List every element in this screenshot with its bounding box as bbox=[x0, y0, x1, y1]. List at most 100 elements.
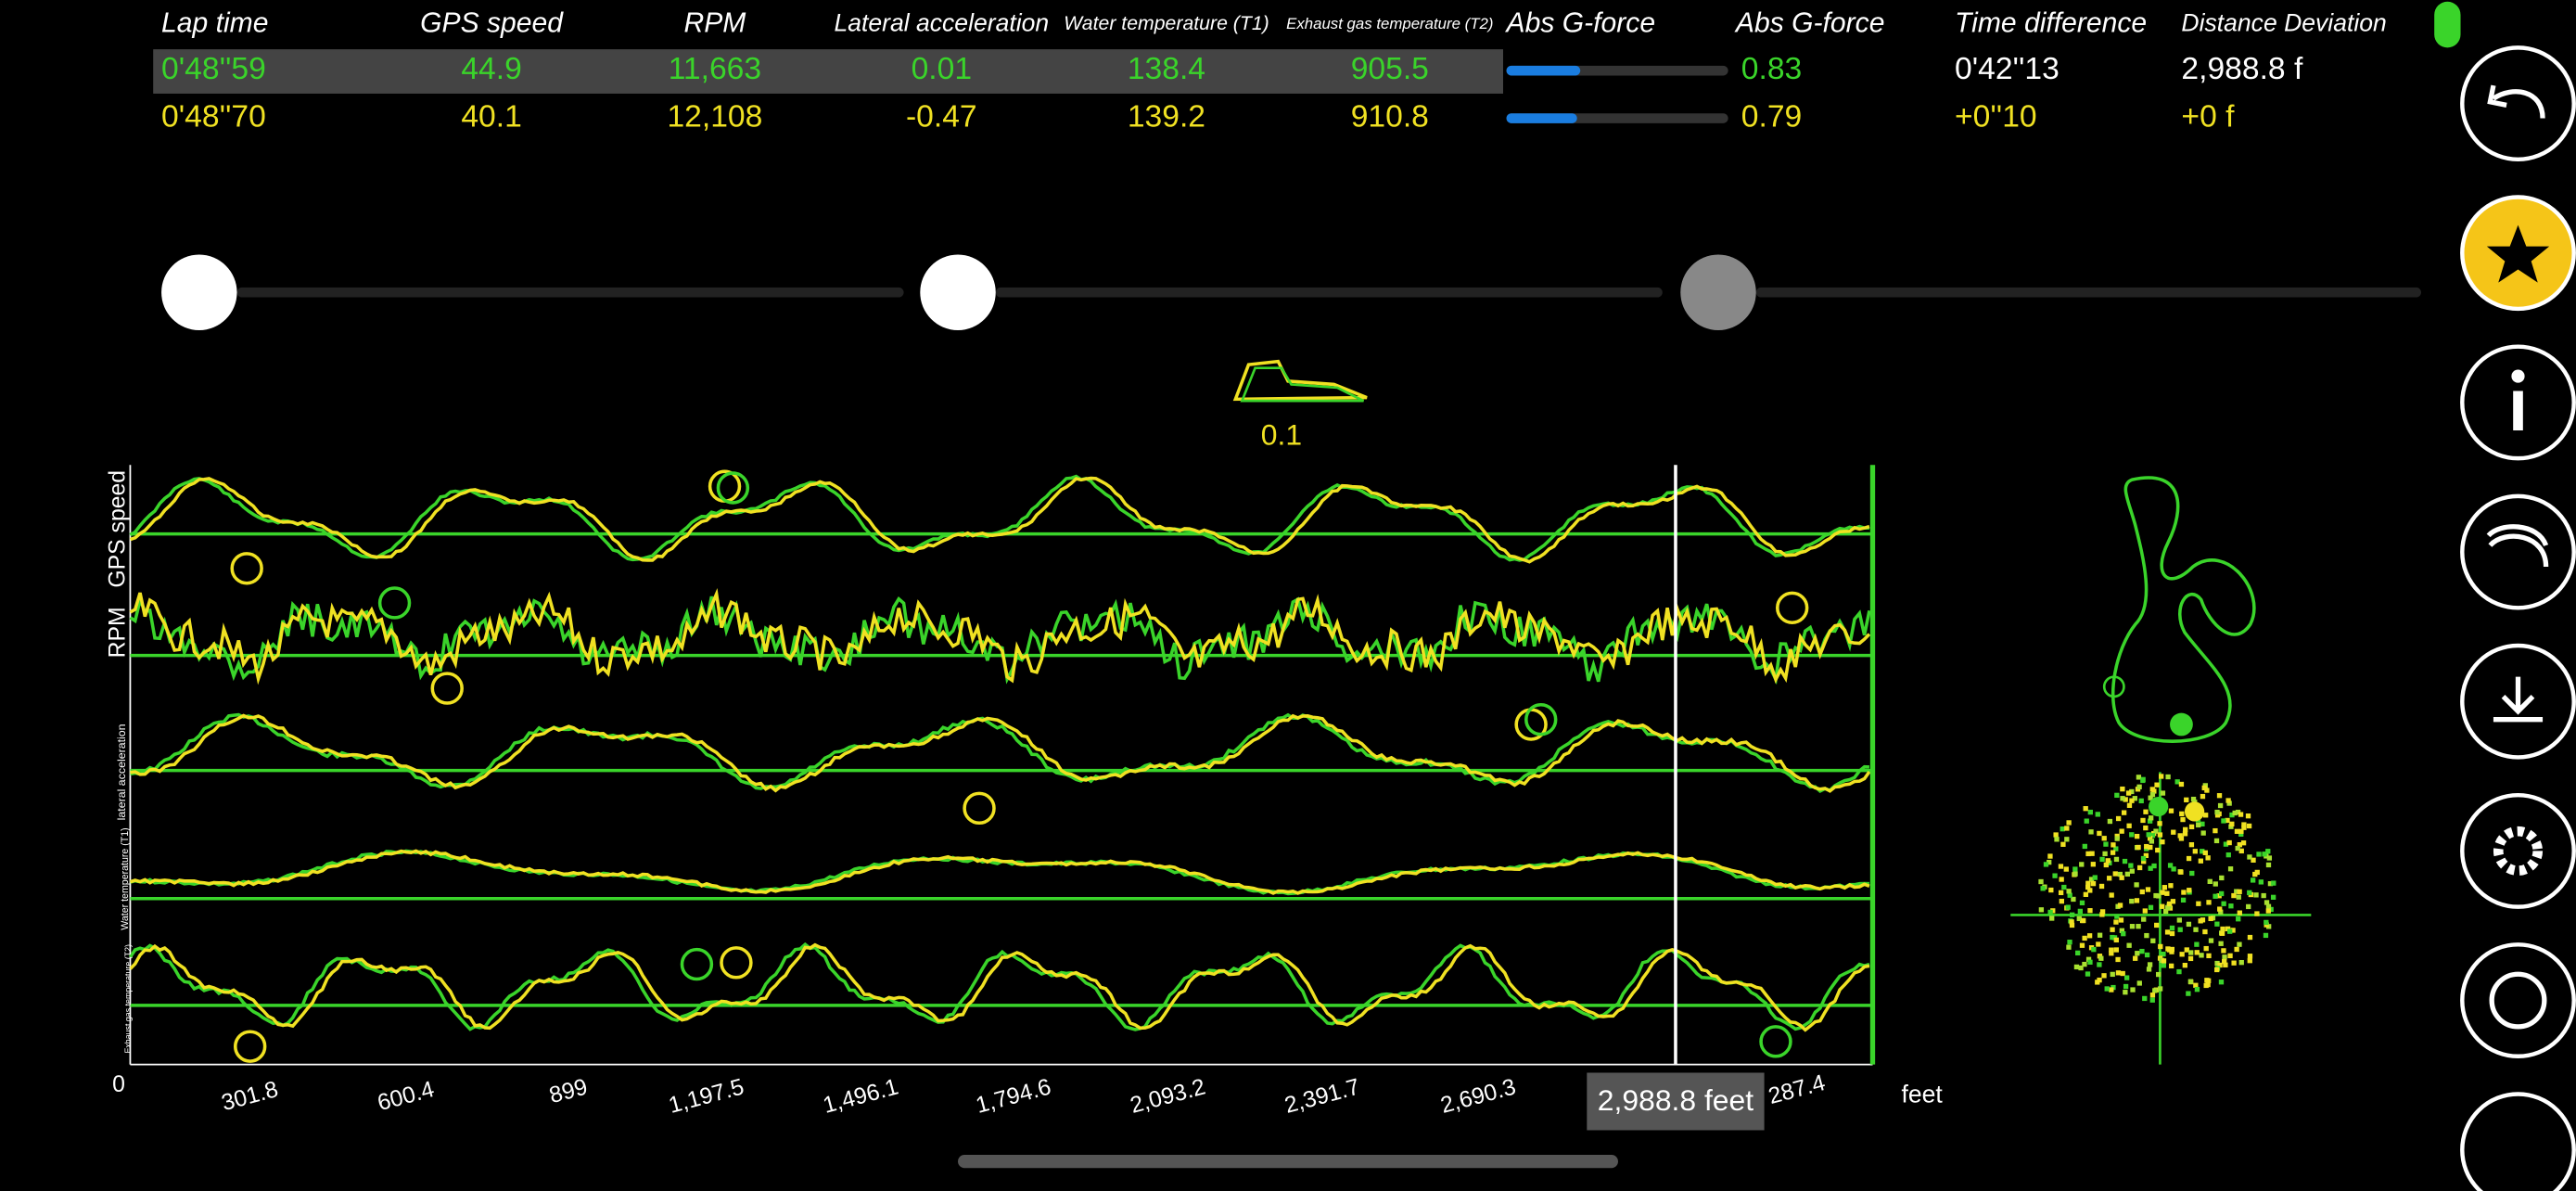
column-header: RPM bbox=[683, 8, 746, 39]
g-dot bbox=[2214, 809, 2220, 815]
cell-value: 11,663 bbox=[669, 52, 761, 86]
home-indicator bbox=[958, 1155, 1618, 1169]
g-dot bbox=[2067, 892, 2072, 898]
g-dot bbox=[2208, 916, 2213, 922]
g-dot bbox=[2168, 883, 2174, 889]
g-dot bbox=[2151, 863, 2157, 869]
cell-value: 0.79 bbox=[1741, 99, 1802, 134]
g-dot bbox=[2082, 961, 2087, 967]
trace-reference bbox=[130, 712, 1870, 794]
g-dot bbox=[2225, 798, 2231, 803]
g-dot bbox=[2128, 863, 2134, 868]
g-dot bbox=[2184, 947, 2189, 953]
side-button[interactable] bbox=[2460, 792, 2576, 909]
g-dot bbox=[2214, 967, 2220, 973]
g-dot bbox=[2140, 855, 2147, 862]
g-dot bbox=[2096, 941, 2101, 947]
g-dot bbox=[2113, 856, 2120, 863]
g-dot bbox=[2176, 968, 2182, 975]
g-dot bbox=[2256, 852, 2262, 857]
g-dot bbox=[2265, 862, 2272, 868]
g-dot bbox=[2142, 908, 2148, 914]
g-dot bbox=[2058, 864, 2064, 869]
g-dot bbox=[2213, 893, 2218, 899]
g-dot bbox=[2119, 875, 2124, 880]
g-dot bbox=[2129, 898, 2135, 904]
g-dot bbox=[2236, 916, 2241, 922]
g-dot bbox=[2227, 928, 2233, 934]
g-dot bbox=[2194, 950, 2200, 955]
slider-knob[interactable] bbox=[1680, 254, 1756, 330]
g-dot bbox=[2241, 822, 2247, 827]
g-dot bbox=[2136, 924, 2141, 929]
side-button[interactable] bbox=[2460, 942, 2576, 1058]
car-icon-outline bbox=[1240, 366, 1365, 403]
g-dot bbox=[2123, 990, 2128, 995]
g-dot bbox=[2087, 809, 2093, 815]
g-dot bbox=[2134, 882, 2139, 888]
g-dot bbox=[2162, 885, 2168, 890]
g-dot bbox=[2047, 909, 2053, 916]
g-dot bbox=[2059, 898, 2064, 904]
g-dot bbox=[2147, 818, 2153, 824]
g-dot bbox=[2066, 889, 2072, 894]
column-header: Abs G-force bbox=[1734, 8, 1885, 39]
g-dot bbox=[2228, 903, 2234, 909]
g-dot bbox=[2143, 825, 2149, 831]
g-dot bbox=[2193, 927, 2199, 932]
g-dot bbox=[2095, 980, 2100, 985]
marker-circle bbox=[1759, 1025, 1792, 1058]
g-dot bbox=[2189, 870, 2195, 877]
cell-value: +0 f bbox=[2181, 99, 2235, 134]
g-dot bbox=[2178, 869, 2184, 875]
g-dot bbox=[2061, 884, 2067, 890]
g-dot bbox=[2111, 842, 2116, 848]
g-dot bbox=[2218, 890, 2225, 897]
g-dot bbox=[2246, 823, 2252, 829]
g-dot bbox=[2129, 788, 2135, 795]
g-dot bbox=[2160, 790, 2166, 796]
g-dot bbox=[2123, 975, 2130, 980]
g-dot bbox=[2091, 947, 2097, 953]
g-dot bbox=[2247, 854, 2252, 860]
trace-reference bbox=[129, 474, 1869, 562]
g-dot bbox=[2136, 844, 2141, 851]
g-dot bbox=[2238, 848, 2244, 854]
g-dot bbox=[2065, 904, 2071, 910]
g-dot bbox=[2152, 988, 2158, 993]
g-dot bbox=[2237, 889, 2242, 894]
g-dot bbox=[2213, 838, 2220, 844]
g-dot bbox=[2218, 980, 2225, 985]
g-dot bbox=[2140, 777, 2146, 784]
g-dot bbox=[2104, 986, 2110, 992]
g-dot bbox=[2053, 832, 2059, 838]
g-dot bbox=[2086, 933, 2093, 939]
trace-current bbox=[130, 713, 1871, 793]
g-dot bbox=[2237, 842, 2242, 848]
channel-label: lateral acceleration bbox=[115, 724, 128, 820]
g-dot bbox=[2180, 816, 2186, 823]
g-dot bbox=[2204, 788, 2210, 793]
slider-knob[interactable] bbox=[920, 254, 996, 330]
slider-track bbox=[236, 287, 904, 298]
g-dot bbox=[2266, 855, 2273, 861]
side-button[interactable] bbox=[2460, 1092, 2576, 1191]
g-dot bbox=[2129, 868, 2135, 874]
g-dot bbox=[2085, 956, 2092, 962]
g-dot bbox=[2099, 912, 2105, 917]
g-dot bbox=[2125, 790, 2132, 796]
slider-knob[interactable] bbox=[161, 254, 237, 330]
cell-value: 138.4 bbox=[1128, 52, 1205, 86]
marker-circle bbox=[720, 946, 753, 980]
g-dot bbox=[2099, 856, 2105, 863]
side-button[interactable] bbox=[2460, 493, 2576, 610]
marker-circle bbox=[1524, 703, 1558, 736]
side-button[interactable] bbox=[2460, 45, 2576, 162]
g-dot bbox=[2088, 877, 2095, 882]
g-dot bbox=[2079, 942, 2085, 948]
g-dot bbox=[2254, 911, 2260, 916]
g-dot bbox=[2222, 954, 2227, 960]
g-dot bbox=[2064, 826, 2070, 831]
